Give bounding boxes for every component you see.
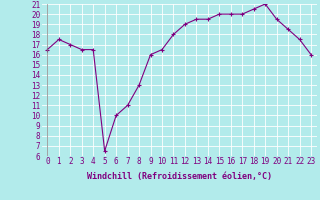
X-axis label: Windchill (Refroidissement éolien,°C): Windchill (Refroidissement éolien,°C) <box>87 172 272 181</box>
